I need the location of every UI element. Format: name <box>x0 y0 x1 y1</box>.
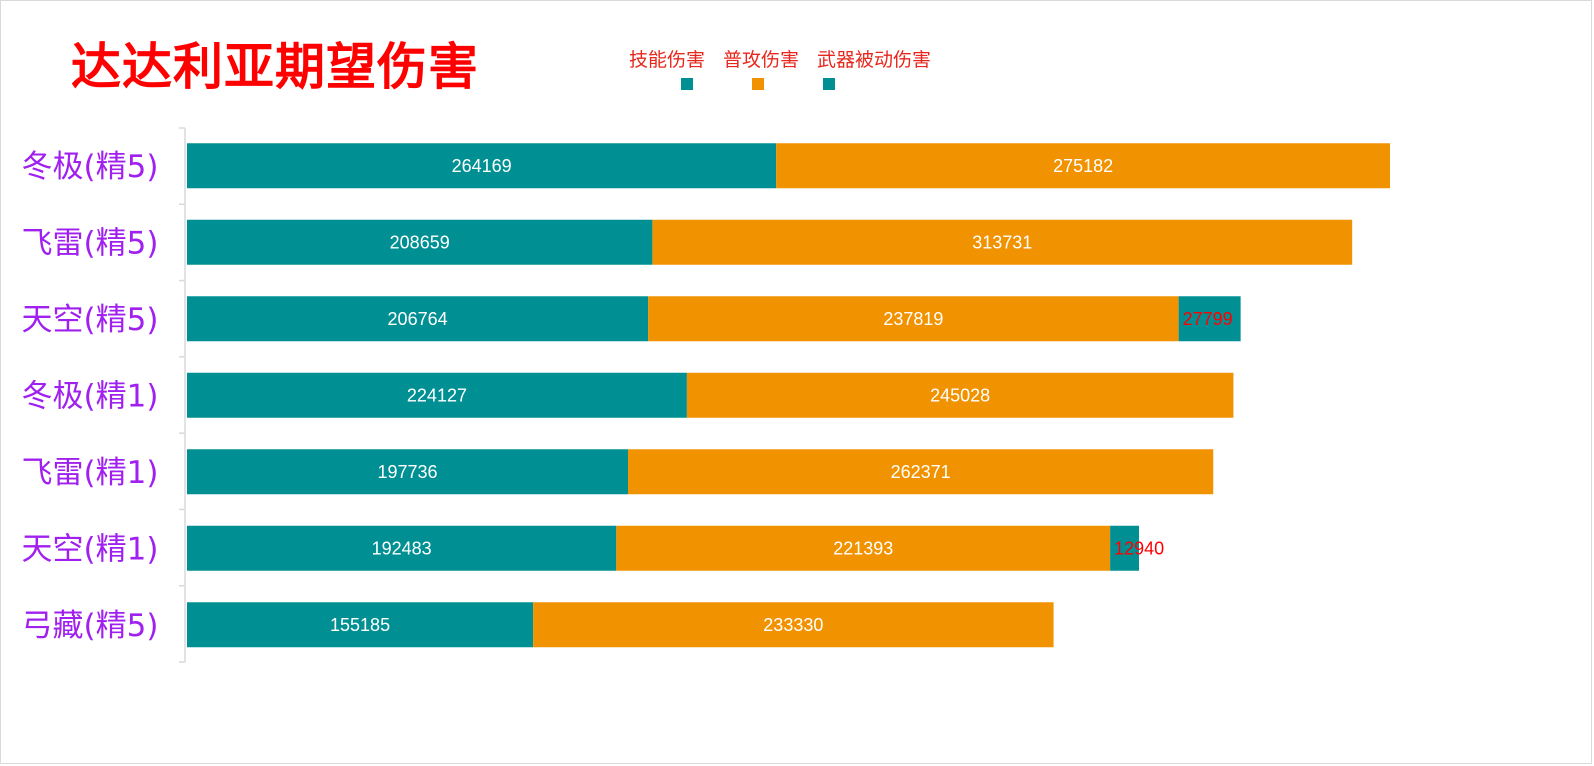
bar-normal <box>616 525 1111 571</box>
bar-skill <box>187 525 617 571</box>
bar-value-label-normal: 221393 <box>833 538 893 558</box>
bar-value-label-weapon: 12940 <box>1114 538 1164 558</box>
legend-swatch-normal <box>752 78 764 90</box>
bar-value-label-normal: 262371 <box>891 462 951 482</box>
bar-value-label-skill: 206764 <box>388 309 448 329</box>
legend-label-weapon: 武器被动伤害 <box>817 49 932 71</box>
bar-skill <box>187 143 777 189</box>
bar-normal <box>533 602 1054 648</box>
bar-weapon <box>1178 296 1241 342</box>
bar-value-label-skill: 208659 <box>390 232 450 252</box>
bar-skill <box>187 449 629 495</box>
legend-swatch-weapon <box>823 78 835 90</box>
bar-skill <box>187 296 649 342</box>
legend-swatch-skill <box>681 78 693 90</box>
bar-value-label-normal: 237819 <box>883 309 943 329</box>
bar-value-label-normal: 245028 <box>930 385 990 405</box>
bar-value-label-skill: 264169 <box>452 156 512 176</box>
category-label: 弓藏(精5) <box>22 608 159 644</box>
bar-value-label-normal: 275182 <box>1053 156 1113 176</box>
bar-value-label-weapon: 27799 <box>1183 309 1233 329</box>
bar-normal <box>648 296 1179 342</box>
bar-normal <box>652 219 1353 265</box>
bar-value-label-normal: 313731 <box>972 232 1032 252</box>
bar-value-label-skill: 197736 <box>377 462 437 482</box>
category-label: 冬极(精5) <box>22 149 159 185</box>
chart-title: 达达利亚期望伤害 <box>71 38 479 96</box>
category-label: 飞雷(精5) <box>22 225 159 261</box>
bar-normal <box>628 449 1214 495</box>
bar-skill <box>187 219 653 265</box>
category-label: 飞雷(精1) <box>22 455 159 491</box>
category-label: 天空(精5) <box>22 302 159 338</box>
category-label: 天空(精1) <box>22 531 159 567</box>
bar-normal <box>686 372 1234 418</box>
bar-value-label-skill: 224127 <box>407 385 467 405</box>
bar-value-label-normal: 233330 <box>763 615 823 635</box>
bar-weapon <box>1110 525 1139 571</box>
legend-label-normal: 普攻伤害 <box>723 49 800 71</box>
bar-skill <box>187 372 687 418</box>
bar-value-label-skill: 192483 <box>372 538 432 558</box>
bar-normal <box>776 143 1390 189</box>
bar-value-label-skill: 155185 <box>330 615 390 635</box>
bar-skill <box>187 602 534 648</box>
category-label: 冬极(精1) <box>22 378 159 414</box>
legend-label-skill: 技能伤害 <box>629 49 706 71</box>
